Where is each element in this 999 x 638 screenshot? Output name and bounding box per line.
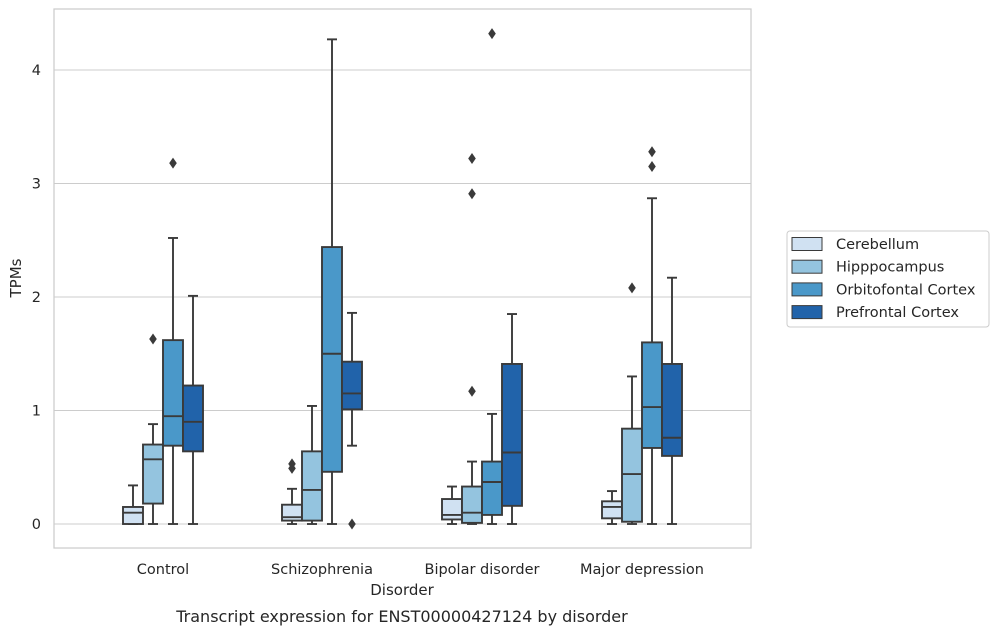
box-iqr	[162, 339, 184, 447]
outlier-point	[169, 157, 177, 169]
box-iqr	[122, 506, 144, 525]
outlier-point	[468, 385, 476, 397]
y-tick-label: 2	[32, 290, 41, 306]
box-prefrontal-cortex	[341, 311, 363, 530]
outlier-point	[648, 146, 656, 158]
x-tick-label: Bipolar disorder	[425, 562, 540, 578]
y-tick-label: 0	[32, 517, 41, 533]
box-orbitofontal-cortex	[481, 28, 503, 525]
box-iqr	[641, 341, 663, 449]
box-orbitofontal-cortex	[321, 38, 343, 525]
box-layer	[122, 28, 683, 530]
outlier-point	[648, 160, 656, 172]
box-iqr	[461, 485, 483, 524]
y-tick-label: 3	[32, 177, 41, 193]
box-cerebellum	[281, 458, 303, 525]
box-hipppocampus	[301, 405, 323, 525]
x-axis-label: Disorder	[370, 581, 434, 599]
outlier-point	[149, 333, 157, 345]
y-tick-label: 1	[32, 404, 41, 420]
box-iqr	[501, 363, 523, 507]
x-tick-label: Major depression	[580, 562, 704, 578]
legend-swatch	[791, 259, 823, 274]
outlier-point	[288, 458, 296, 470]
y-axis-label: TPMs	[7, 258, 25, 298]
box-hipppocampus	[142, 333, 164, 525]
box-hipppocampus	[461, 153, 483, 525]
box-iqr	[321, 246, 343, 473]
box-iqr	[621, 427, 643, 523]
plot-frame	[53, 8, 752, 549]
box-iqr	[301, 450, 323, 522]
legend: Cerebellum Hipppocampus Orbitofontal Corte…	[786, 230, 990, 328]
box-iqr	[601, 500, 623, 520]
outlier-point	[468, 153, 476, 165]
legend-label: Orbitofontal Cortex	[836, 282, 976, 298]
legend-swatch	[791, 282, 823, 297]
x-tick-label: Control	[137, 562, 189, 578]
chart-caption: Transcript expression for ENST0000042712…	[175, 607, 628, 626]
box-orbitofontal-cortex	[641, 146, 663, 525]
legend-label: Prefrontal Cortex	[836, 305, 959, 321]
box-prefrontal-cortex	[501, 313, 523, 525]
box-hipppocampus	[621, 282, 643, 525]
outlier-point	[468, 188, 476, 200]
legend-swatch	[791, 237, 823, 251]
legend-label: Hipppocampus	[836, 260, 944, 276]
legend-label: Cerebellum	[836, 237, 919, 253]
box-iqr	[281, 503, 303, 522]
box-iqr	[142, 443, 164, 505]
box-iqr	[441, 498, 463, 521]
x-tick-labels: Control Schizophrenia Bipolar disorder Majo…	[137, 562, 704, 578]
y-tick-labels: 0 1 2 3 4	[32, 63, 41, 533]
box-iqr	[182, 384, 204, 453]
x-tick-label: Schizophrenia	[271, 562, 373, 578]
outlier-point	[488, 28, 496, 40]
box-iqr	[661, 363, 683, 457]
legend-frame	[786, 230, 990, 328]
box-cerebellum	[601, 490, 623, 525]
box-prefrontal-cortex	[661, 276, 683, 525]
box-iqr	[341, 360, 363, 411]
box-iqr	[481, 460, 503, 516]
outlier-point	[348, 518, 356, 530]
box-cerebellum	[122, 484, 144, 525]
legend-swatch	[791, 305, 823, 320]
outlier-point	[628, 282, 636, 294]
box-prefrontal-cortex	[182, 294, 204, 525]
y-tick-label: 4	[32, 63, 41, 79]
